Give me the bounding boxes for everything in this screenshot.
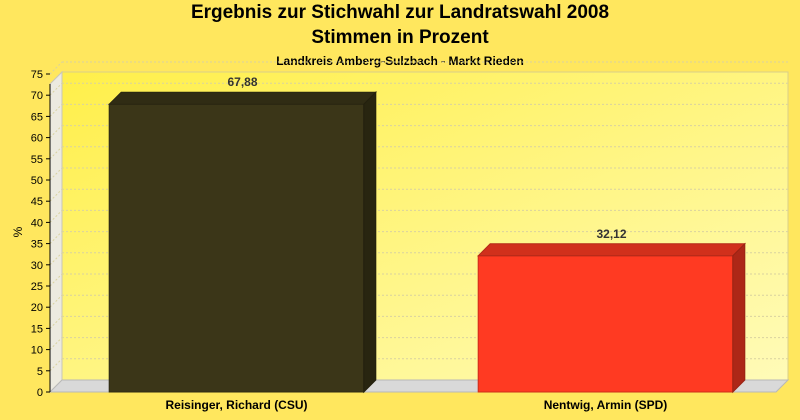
gridline-side xyxy=(49,252,63,266)
gridline-side xyxy=(49,210,63,223)
bar-value-label: 67,88 xyxy=(227,75,257,89)
gridline-side xyxy=(49,231,63,244)
gridline-side xyxy=(49,146,63,160)
gridline-side xyxy=(49,167,63,181)
gridline-side xyxy=(49,358,63,372)
bar-top-1 xyxy=(476,243,747,257)
gridline-side xyxy=(49,82,63,96)
chart-region-label: Landkreis Amberg-Sulzbach - Markt Rieden xyxy=(276,54,524,68)
x-tick-label: Reisinger, Richard (CSU) xyxy=(165,398,307,412)
y-tick-label: 60 xyxy=(31,133,43,145)
bar-side-0 xyxy=(363,90,377,394)
gridline-side xyxy=(49,337,63,350)
bar-top-0 xyxy=(107,91,378,105)
y-tick-label: 40 xyxy=(31,217,43,229)
y-tick-label: 25 xyxy=(31,281,43,293)
bar-1 xyxy=(477,255,734,393)
y-tick-label: 10 xyxy=(31,345,43,357)
y-axis-label: % xyxy=(11,226,25,237)
chart-title: Ergebnis zur Stichwahl zur Landratswahl … xyxy=(190,2,610,23)
y-tick-label: 45 xyxy=(31,196,43,208)
y-tick-label: 55 xyxy=(31,154,43,166)
x-tick-label: Nentwig, Armin (SPD) xyxy=(544,398,668,412)
y-tick-label: 20 xyxy=(31,302,43,314)
gridline-side xyxy=(49,61,63,75)
gridline-side xyxy=(49,294,63,308)
y-tick-label: 65 xyxy=(31,111,43,123)
y-tick-label: 0 xyxy=(37,387,43,399)
y-tick-label: 70 xyxy=(31,90,43,102)
chart-subtitle: Stimmen in Prozent xyxy=(311,27,489,48)
y-tick-label: 75 xyxy=(31,69,43,81)
bar-0 xyxy=(108,103,365,393)
gridline-side xyxy=(49,104,63,117)
bar-value-label: 32,12 xyxy=(596,227,626,241)
y-tick-label: 50 xyxy=(31,175,43,187)
gridline-side xyxy=(49,125,63,138)
gridline-side xyxy=(49,273,63,287)
y-tick-label: 5 xyxy=(37,366,43,378)
gridline-side xyxy=(49,188,63,202)
bar-side-1 xyxy=(732,242,746,394)
y-tick-label: 15 xyxy=(31,323,43,335)
gridline-side xyxy=(49,316,63,329)
y-tick-label: 30 xyxy=(31,260,43,272)
y-tick-label: 35 xyxy=(31,239,43,251)
